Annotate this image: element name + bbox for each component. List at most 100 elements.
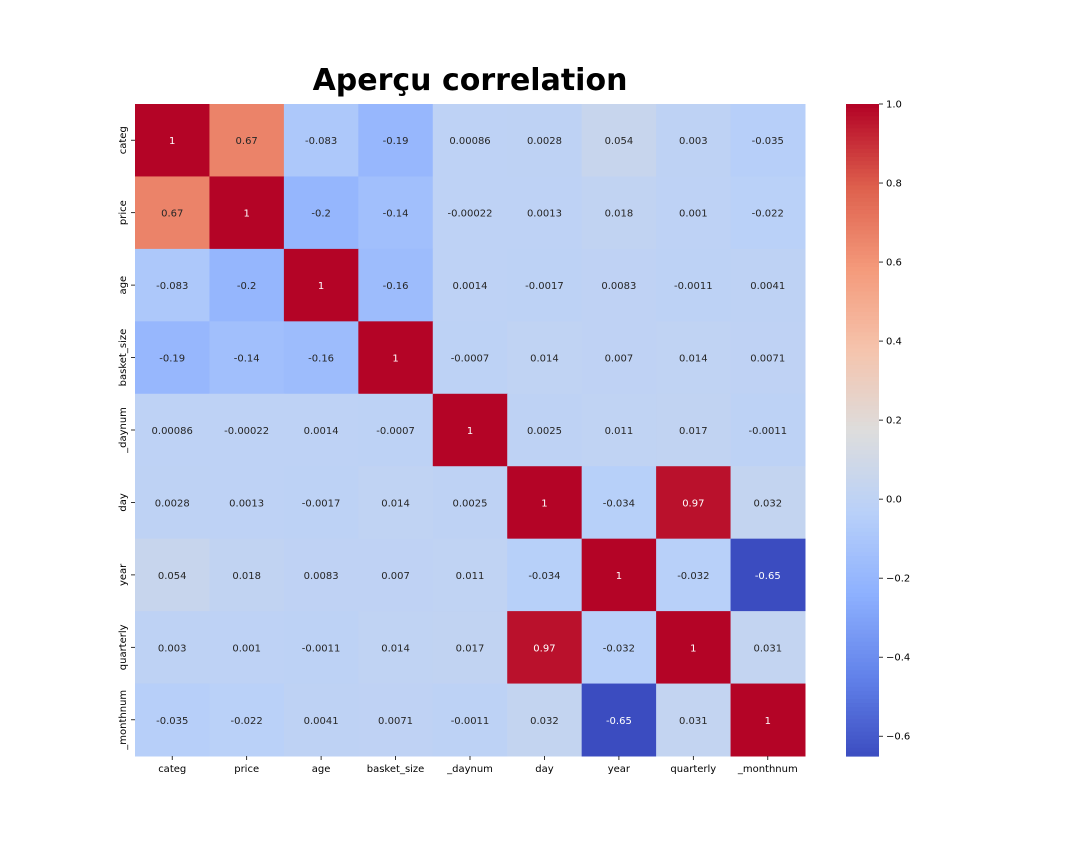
heatmap-cell <box>358 466 434 540</box>
colorbar-segment <box>846 209 879 215</box>
cell-value-label: 0.032 <box>530 716 559 727</box>
colorbar-segment <box>846 295 879 301</box>
cell-value-label: 0.032 <box>753 498 782 509</box>
colorbar-tick-label: 0.6 <box>886 258 902 269</box>
heatmap-cell <box>283 466 359 540</box>
cell-value-label: 0.0028 <box>527 136 562 147</box>
colorbar-segment <box>846 144 879 150</box>
heatmap-cell <box>432 611 508 685</box>
cell-value-label: 1 <box>392 354 398 365</box>
colorbar-segment <box>846 148 879 154</box>
cell-value-label: -0.0011 <box>451 716 490 727</box>
colorbar-segment <box>846 747 879 753</box>
heatmap-cell <box>209 248 285 322</box>
colorbar-segment <box>846 434 879 439</box>
colorbar-segment <box>846 560 879 566</box>
colorbar-segment <box>846 291 879 297</box>
heatmap-cell <box>656 683 732 757</box>
colorbar-segment <box>846 332 879 337</box>
colorbar-segment <box>846 156 879 162</box>
colorbar-segment <box>846 364 879 370</box>
heatmap-cell <box>656 611 732 685</box>
heatmap-cell <box>358 611 434 685</box>
colorbar-segment <box>846 617 879 623</box>
colorbar-segment <box>846 397 879 403</box>
heatmap-cell-labels: 1 0.67 -0.083 -0.19 0.00086 0.0028 0.054 0.003 -… <box>152 136 788 727</box>
colorbar-segment <box>846 311 879 317</box>
heatmap-cell <box>209 611 285 685</box>
cell-value-label: 0.0071 <box>378 716 413 727</box>
heatmap-cell <box>283 321 359 395</box>
colorbar-segment <box>846 328 879 333</box>
colorbar-segment <box>846 487 879 492</box>
colorbar-segment <box>846 625 879 631</box>
colorbar-segment <box>846 686 879 692</box>
colorbar-segment <box>846 319 879 325</box>
colorbar-segment <box>846 307 879 313</box>
heatmap-cell <box>135 176 210 250</box>
colorbar-segment <box>846 421 879 427</box>
chart-title: Aperçu correlation <box>313 63 628 98</box>
heatmap-cell <box>283 176 359 250</box>
heatmap-cell <box>730 248 806 322</box>
colorbar-segment <box>846 601 879 606</box>
cell-value-label: 0.0013 <box>527 209 562 220</box>
cell-value-label: 0.0025 <box>527 426 562 437</box>
colorbar-segment <box>846 336 879 341</box>
colorbar-segment <box>846 698 879 704</box>
cell-value-label: -0.0017 <box>525 281 564 292</box>
heatmap-cell <box>209 176 285 250</box>
colorbar-segment <box>846 372 879 378</box>
colorbar-segment <box>846 165 879 170</box>
colorbar-segment <box>846 108 879 113</box>
cell-value-label: 0.003 <box>158 643 187 654</box>
y-tick-label: categ <box>118 126 129 154</box>
x-tick-label: categ <box>158 764 186 775</box>
colorbar-segment <box>846 564 879 570</box>
colorbar-segment <box>846 462 879 468</box>
colorbar-segment <box>846 234 879 240</box>
colorbar-segment <box>846 519 879 525</box>
colorbar-segment <box>846 645 879 651</box>
colorbar-segment <box>846 523 879 529</box>
colorbar-segment <box>846 409 879 415</box>
colorbar-segment <box>846 250 879 256</box>
heatmap-cell <box>656 321 732 395</box>
cell-value-label: -0.14 <box>383 209 409 220</box>
colorbar-segment <box>846 654 879 659</box>
colorbar-tick-label: 0.2 <box>886 416 902 427</box>
cell-value-label: 0.001 <box>232 643 261 654</box>
colorbar-segment <box>846 715 879 720</box>
colorbar-segment <box>846 271 879 276</box>
cell-value-label: -0.0007 <box>376 426 415 437</box>
heatmap-cell <box>730 611 806 685</box>
heatmap-cells <box>135 104 806 757</box>
heatmap-cell <box>432 538 508 612</box>
x-axis-ticks: categ price age basket_size _daynum day year qu… <box>158 756 798 775</box>
x-tick-label: year <box>608 764 631 775</box>
cell-value-label: 0.97 <box>533 643 555 654</box>
colorbar-segment <box>846 438 879 443</box>
colorbar-segment <box>846 446 879 451</box>
colorbar-segment <box>846 104 879 109</box>
colorbar-segment <box>846 743 879 749</box>
cell-value-label: 0.007 <box>381 571 410 582</box>
colorbar-segment <box>846 173 879 178</box>
colorbar-segment <box>846 189 879 195</box>
x-tick-label: day <box>535 764 553 775</box>
heatmap-cell <box>358 683 434 757</box>
colorbar-segment <box>846 466 879 472</box>
colorbar-tick-label: 0.8 <box>886 179 902 190</box>
cell-value-label: -0.19 <box>159 354 185 365</box>
cell-value-label: 0.0071 <box>750 354 785 365</box>
colorbar-segment <box>846 658 879 663</box>
colorbar-segment <box>846 735 879 741</box>
colorbar-segment <box>846 205 879 211</box>
colorbar-segment <box>846 214 879 219</box>
heatmap-cell <box>730 393 806 467</box>
cell-value-label: 1 <box>243 209 249 220</box>
cell-value-label: 1 <box>169 136 175 147</box>
colorbar-segment <box>846 128 879 134</box>
colorbar-segment <box>846 507 879 513</box>
colorbar-segment <box>846 633 879 639</box>
